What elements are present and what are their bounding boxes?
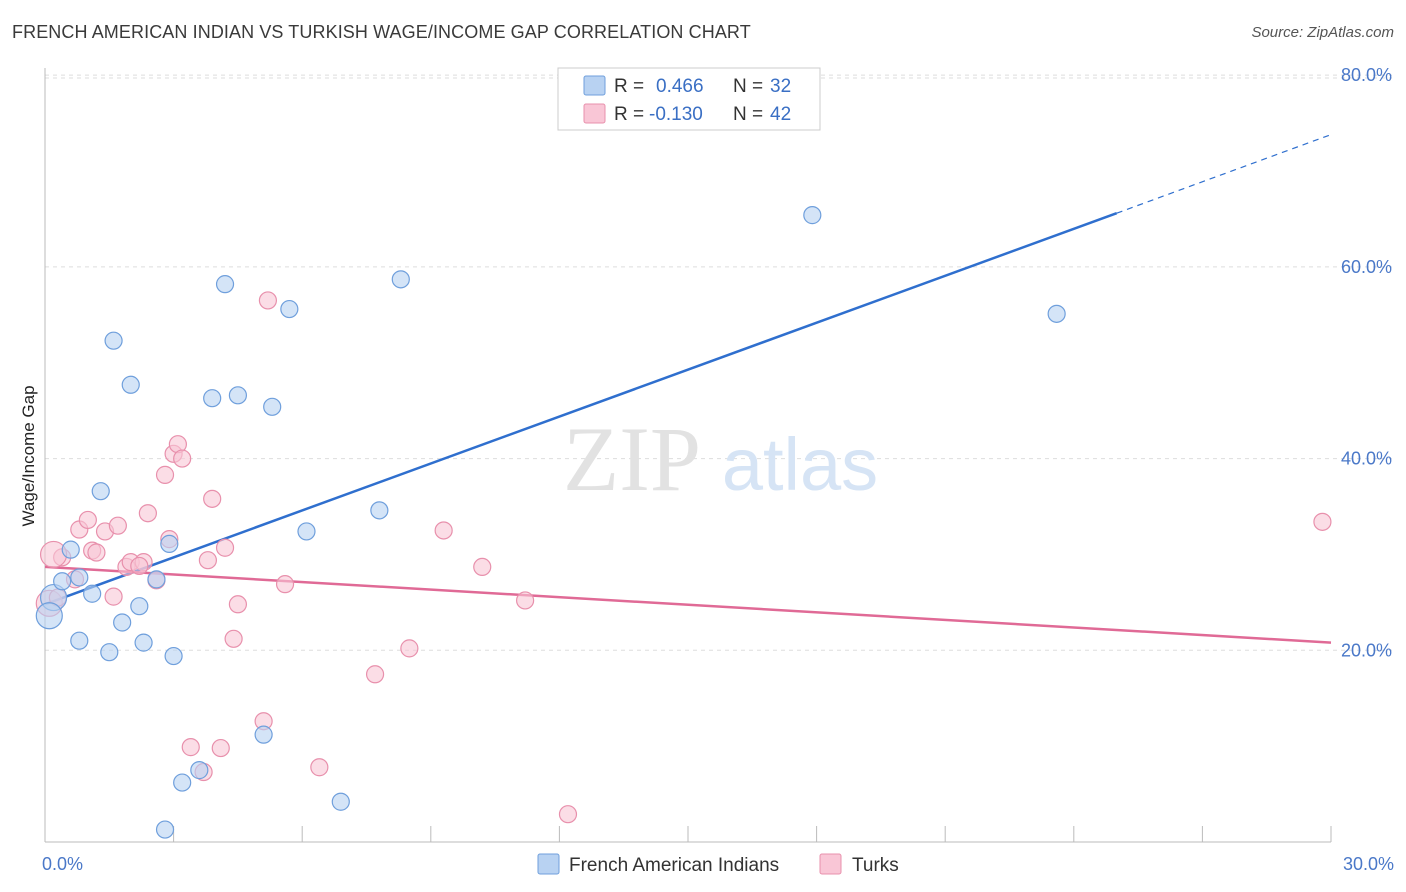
french-american-indians-point-6: [100, 643, 119, 662]
turks-point-29: [211, 738, 230, 758]
legend-n-label-1: N =: [733, 76, 763, 97]
series-legend-swatch-blue: [537, 853, 560, 875]
grid-layer: [45, 74, 1392, 651]
legend-n-label-2: N =: [733, 104, 763, 125]
series-legend: French American Indians Turks: [537, 853, 899, 876]
watermark-zip: ZIP: [563, 408, 701, 510]
french-american-indians-point-28: [391, 270, 410, 289]
french-american-indians-point-27: [370, 501, 389, 520]
legend-n-value-2: 42: [770, 104, 791, 125]
french-american-indians-point-11: [147, 570, 166, 589]
turks-point-7: [87, 543, 106, 562]
french-american-indians-point-3: [70, 568, 89, 587]
french-american-indians-point-26: [331, 792, 350, 811]
axis-layer: 20.0% 40.0% 60.0% 80.0% 0.0% 30.0%: [42, 65, 1394, 874]
turks-point-23: [215, 538, 235, 557]
points-layer: [35, 206, 1332, 839]
series-legend-label-pink: Turks: [852, 855, 899, 876]
legend-r-value-1: 0.466: [656, 76, 704, 97]
french-american-indians-point-7: [113, 613, 132, 632]
turks-point-22: [203, 489, 222, 508]
french-american-indians-point-31: [35, 602, 63, 630]
trend-line-turks: [44, 565, 1332, 644]
legend-n-value-1: 32: [770, 76, 791, 97]
trend-line-extension-french-american-indians: [1116, 134, 1332, 214]
series-legend-swatch-pink: [819, 853, 842, 875]
turks-point-5: [78, 510, 97, 530]
turks-point-27: [275, 575, 295, 594]
french-american-indians-point-8: [130, 597, 149, 616]
french-american-indians-point-19: [215, 275, 235, 294]
turks-point-10: [108, 516, 127, 535]
turks-point-38: [558, 805, 578, 824]
french-american-indians-point-17: [228, 386, 247, 405]
turks-point-21: [198, 551, 217, 570]
french-american-indians-point-10: [164, 646, 183, 666]
turks-point-36: [473, 557, 492, 577]
y-tick-label-1: 40.0%: [1341, 449, 1392, 469]
french-american-indians-point-21: [297, 522, 316, 541]
chart-source: Source: ZipAtlas.com: [1251, 24, 1394, 41]
french-american-indians-point-20: [280, 299, 299, 319]
turks-point-16: [155, 465, 175, 484]
french-american-indians-point-24: [155, 820, 175, 839]
french-american-indians-point-23: [173, 773, 192, 792]
y-tick-label-3: 80.0%: [1341, 65, 1392, 85]
y-tick-label-2: 60.0%: [1341, 257, 1392, 277]
french-american-indians-point-15: [121, 375, 140, 394]
legend-swatch-blue: [583, 75, 606, 96]
legend-r-label-1: R =: [614, 76, 644, 97]
turks-point-41: [130, 556, 149, 576]
turks-point-37: [516, 591, 535, 610]
french-american-indians-point-13: [91, 482, 110, 501]
french-american-indians-point-1: [61, 540, 80, 559]
french-american-indians-point-14: [104, 331, 123, 350]
french-american-indians-point-22: [190, 761, 209, 780]
y-axis-title: Wage/Income Gap: [19, 385, 38, 526]
french-american-indians-point-5: [70, 631, 89, 650]
french-american-indians-point-30: [1047, 304, 1066, 323]
french-american-indians-point-16: [203, 389, 222, 408]
legend-r-label-2: R =: [614, 104, 644, 125]
correlation-legend: R = 0.466 N = 32 R = -0.130 N = 42: [557, 67, 821, 131]
x-tick-label-1: 30.0%: [1343, 854, 1394, 874]
turks-point-25: [228, 595, 247, 614]
turks-point-39: [1313, 512, 1332, 531]
trend-line-french-american-indians: [44, 212, 1118, 606]
french-american-indians-point-25: [254, 725, 273, 744]
french-american-indians-point-4: [83, 584, 102, 603]
french-american-indians-point-2: [53, 572, 72, 591]
watermark-atlas: atlas: [722, 423, 878, 506]
turks-point-14: [138, 504, 157, 523]
turks-point-33: [365, 665, 385, 684]
turks-point-26: [258, 291, 278, 310]
turks-point-34: [400, 639, 419, 658]
french-american-indians-point-29: [803, 206, 822, 225]
turks-point-40: [39, 540, 68, 569]
series-legend-label-blue: French American Indians: [569, 855, 779, 876]
x-tick-label-0: 0.0%: [42, 854, 83, 874]
turks-point-19: [173, 449, 192, 468]
turks-point-28: [181, 738, 200, 757]
y-tick-label-0: 20.0%: [1341, 640, 1392, 660]
french-american-indians-point-9: [134, 633, 153, 652]
legend-r-value-2: -0.130: [649, 104, 703, 125]
legend-swatch-pink: [583, 103, 606, 124]
french-american-indians-point-12: [160, 534, 179, 553]
turks-point-32: [310, 758, 329, 777]
french-american-indians-point-18: [263, 397, 282, 416]
chart-title: FRENCH AMERICAN INDIAN VS TURKISH WAGE/I…: [12, 22, 751, 42]
turks-point-35: [434, 521, 453, 540]
turks-point-9: [104, 587, 123, 606]
turks-point-24: [224, 629, 243, 648]
